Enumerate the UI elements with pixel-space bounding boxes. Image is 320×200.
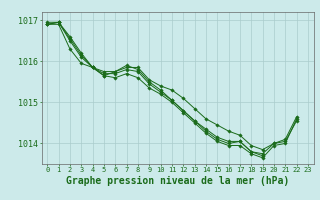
- X-axis label: Graphe pression niveau de la mer (hPa): Graphe pression niveau de la mer (hPa): [66, 176, 289, 186]
